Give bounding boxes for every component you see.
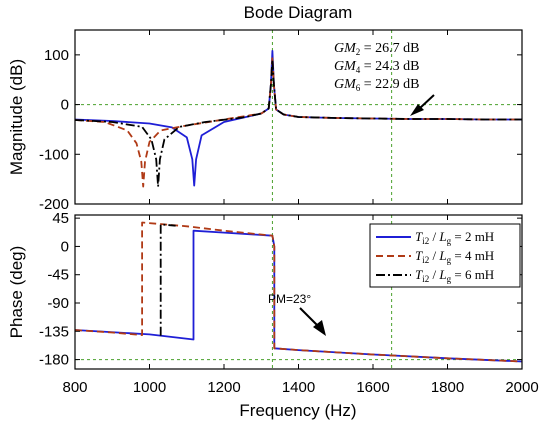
x-axis-label: Frequency (Hz): [239, 401, 356, 420]
phase-series-4mh: [74, 221, 523, 363]
gm4-annotation: GM4 = 24.3 dB: [334, 59, 420, 75]
magnitude-ytick-label: 0: [61, 97, 69, 114]
magnitude-series-4mh: [74, 55, 522, 188]
magnitude-panel: 1000-100-200 Magnitude (dB) GM2 = 26.7 d…: [7, 29, 523, 213]
gm6-sub: 6: [356, 83, 361, 93]
phase-ytick-label: -180: [39, 352, 69, 369]
xtick-label: 1600: [356, 379, 389, 396]
gm2-annotation: GM2 = 26.7 dB: [334, 41, 420, 57]
gm2-prefix: GM: [334, 41, 357, 56]
legend-label-2mh: Ti2 / Lg = 2 mH: [415, 229, 494, 246]
phase-ytick-label: -45: [47, 267, 69, 284]
chart-title: Bode Diagram: [244, 3, 353, 22]
legend-label-4mh: Ti2 / Lg = 4 mH: [415, 248, 494, 265]
gm6-prefix: GM: [334, 77, 357, 92]
legend-label-6mh: Ti2 / Lg = 6 mH: [415, 267, 494, 284]
gm4-sub: 4: [356, 65, 361, 75]
gm6-value: = 22.9 dB: [360, 77, 419, 92]
legend: Ti2 / Lg = 2 mH Ti2 / Lg = 4 mH Ti2 / Lg…: [369, 223, 521, 288]
xtick-label: 800: [62, 379, 87, 396]
phase-ytick-label: -135: [39, 323, 69, 340]
xtick-label: 1800: [431, 379, 464, 396]
pm-arrowhead: [313, 320, 326, 336]
legend-box: [369, 223, 521, 288]
xtick-label: 2000: [505, 379, 538, 396]
magnitude-ytick-label: -200: [39, 196, 69, 213]
phase-ytick-label: 45: [52, 210, 69, 227]
xtick-label: 1400: [282, 379, 315, 396]
gm4-value: = 24.3 dB: [360, 59, 419, 74]
xtick-label: 1000: [133, 379, 166, 396]
gm2-value: = 26.7 dB: [360, 41, 419, 56]
gm-arrowhead: [410, 104, 424, 116]
gm4-prefix: GM: [334, 59, 357, 74]
magnitude-ytick-label: -100: [39, 146, 69, 163]
phase-ytick-label: -90: [47, 295, 69, 312]
pm-annotation: PM=23°: [268, 292, 311, 306]
phase-ylabel: Phase (deg): [7, 246, 26, 339]
magnitude-ylabel: Magnitude (dB): [7, 59, 26, 175]
gm2-sub: 2: [356, 47, 361, 57]
magnitude-ytick-label: 100: [44, 47, 69, 64]
xtick-label: 1200: [207, 379, 240, 396]
magnitude-series-6mh: [74, 58, 522, 188]
phase-series-6mh: [159, 223, 176, 336]
gm6-annotation: GM6 = 22.9 dB: [334, 77, 420, 93]
pm-arrow: [299, 307, 319, 327]
phase-ytick-label: 0: [61, 238, 69, 255]
phase-panel: 45 0 -45 -90 -135 -180 Phase (deg) PM=23° Ti2…: [7, 210, 523, 370]
gm-arrow: [419, 94, 435, 109]
